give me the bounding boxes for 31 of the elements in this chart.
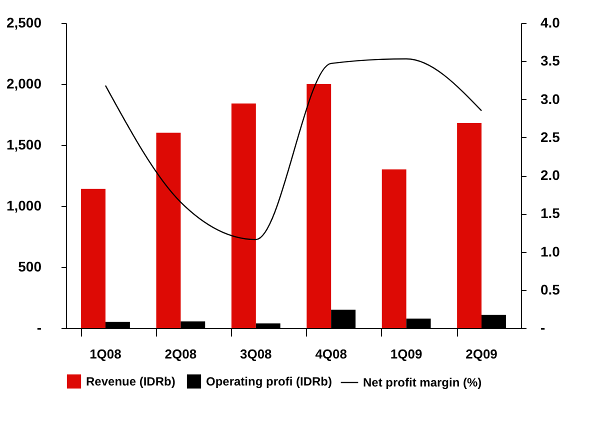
y-tick-label: - (36, 320, 42, 336)
x-tick-label: 1Q08 (90, 346, 122, 362)
x-tick-label: 2Q08 (164, 346, 197, 362)
y2-tick-label: 3.5 (540, 52, 560, 69)
y-tick-label: 1,500 (6, 136, 42, 152)
y2-tick-label: 4.0 (540, 14, 560, 30)
bar (81, 188, 106, 328)
x-tick-label: 3Q08 (240, 346, 272, 362)
y-tick-label: 500 (18, 258, 42, 274)
x-tick-label: 2Q09 (466, 346, 498, 362)
y2-tick-label: - (540, 320, 546, 336)
y-tick-label: 2,500 (6, 14, 42, 30)
bar (231, 104, 256, 328)
y2-tick-label: 0.5 (540, 281, 560, 298)
y-tick-label: 1,000 (6, 198, 42, 214)
y2-tick-label: 2.0 (540, 167, 560, 183)
y2-tick-label: 1.5 (540, 205, 560, 222)
line-series (104, 58, 482, 240)
bar (457, 123, 482, 328)
y2-tick-label: 3.0 (540, 90, 560, 107)
legend-label: Revenue (IDRb) (86, 374, 176, 388)
y-tick-label: 2,000 (6, 76, 42, 92)
x-tick-label: 1Q09 (390, 346, 422, 362)
legend-label: Operating profi (IDRb) (206, 374, 332, 388)
y2-tick-label: 1.0 (540, 243, 560, 260)
x-tick-label: 4Q08 (315, 346, 348, 362)
y2-tick-label: 2.5 (540, 128, 560, 145)
bar (382, 169, 406, 328)
legend-label: Net profit margin (%) (363, 376, 482, 390)
bar (306, 84, 332, 328)
bar (156, 132, 181, 328)
